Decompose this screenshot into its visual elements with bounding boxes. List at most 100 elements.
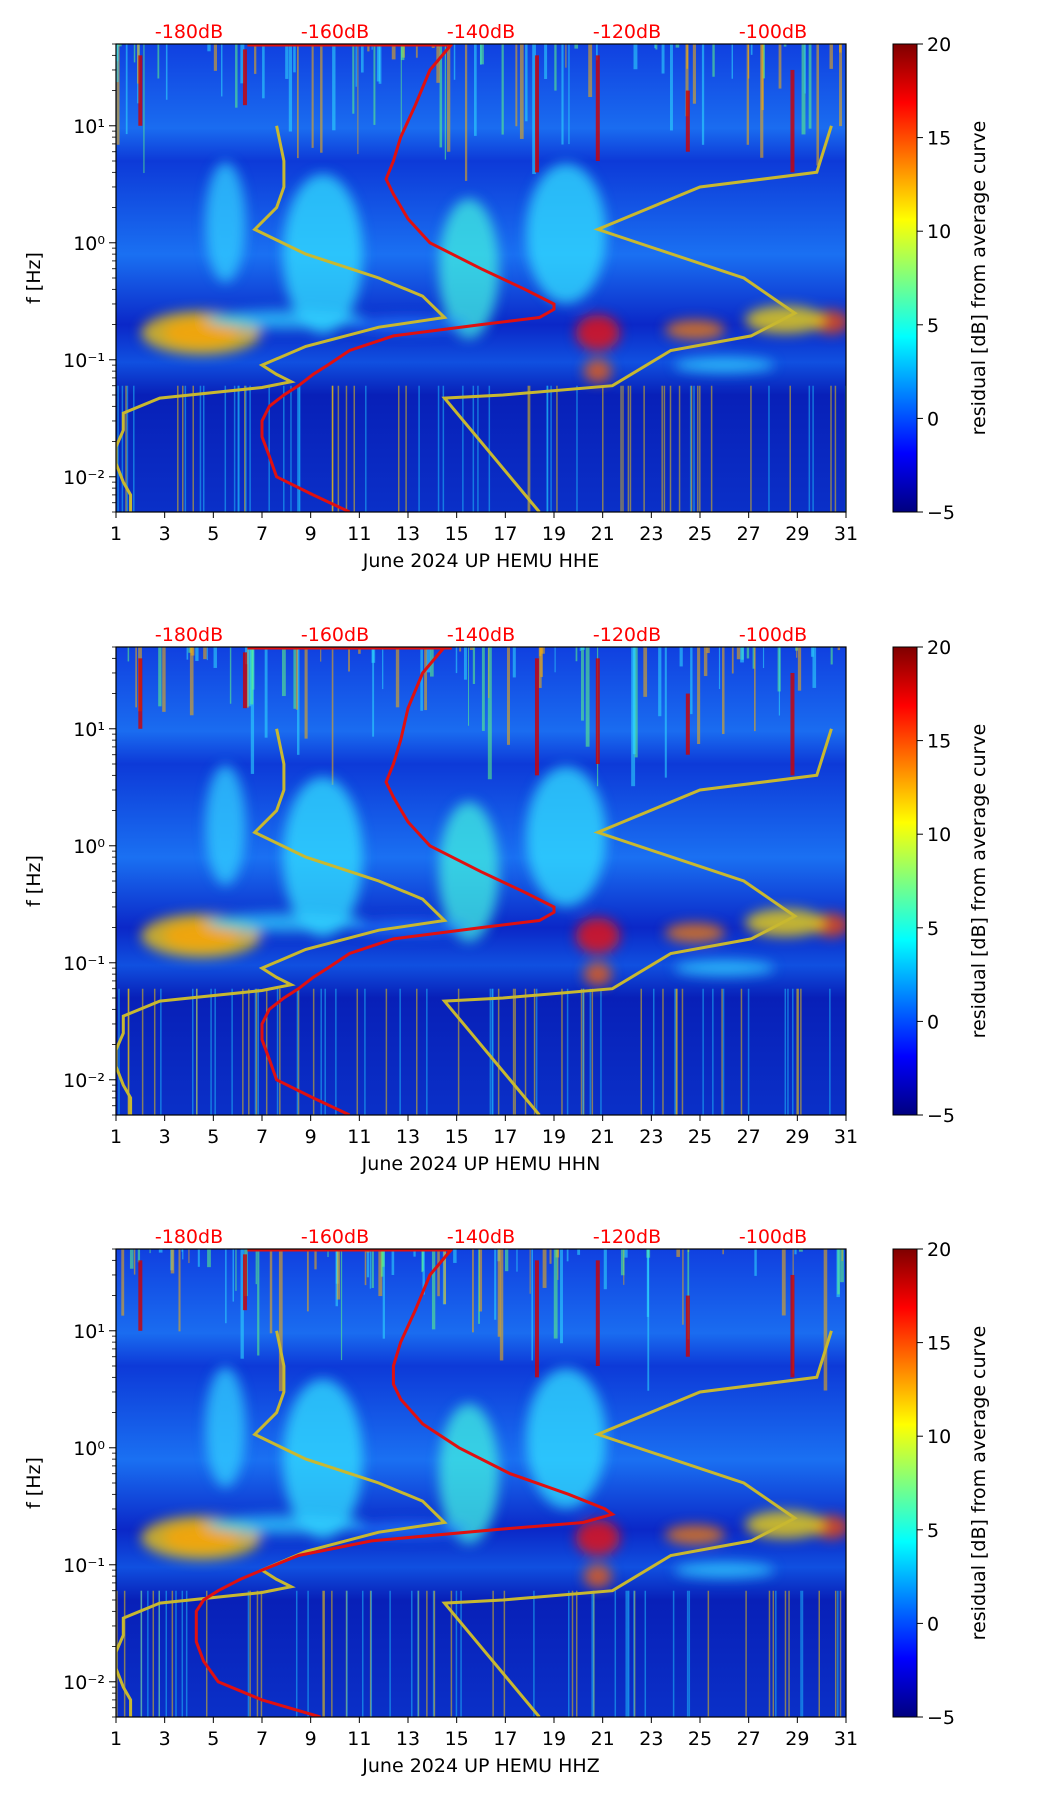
colorbar-tick-label: 10 xyxy=(927,824,951,846)
y-tick-label: 10⁻¹ xyxy=(63,953,105,975)
x-tick-label: 21 xyxy=(591,1728,615,1750)
x-axis-label: June 2024 UP HEMU HHN xyxy=(361,1153,601,1175)
x-tick-label: 5 xyxy=(207,1728,219,1750)
colorbar-tick-label: 0 xyxy=(927,408,939,430)
x-tick-label: 1 xyxy=(110,1126,122,1148)
x-axis-label: June 2024 UP HEMU HHE xyxy=(362,550,599,572)
top-db-label: -160dB xyxy=(301,624,369,646)
top-db-label: -120dB xyxy=(593,624,661,646)
high-frequency-texture xyxy=(116,44,843,181)
colorbar: 20 15 10 5 0 −5 residual [dB] from average cur… xyxy=(892,34,990,524)
colorbar-tick-label: 5 xyxy=(927,315,939,337)
y-tick-label: 10¹ xyxy=(73,116,105,138)
band-curve-lower xyxy=(116,728,448,1115)
top-db-label: -180dB xyxy=(155,21,223,43)
x-tick-label: 7 xyxy=(256,1728,268,1750)
colorbar-tick-label: −5 xyxy=(927,502,955,524)
colorbar-tick-label: 10 xyxy=(927,221,951,243)
colorbar-gradient xyxy=(892,1248,918,1718)
top-db-label: -120dB xyxy=(593,21,661,43)
plot-area xyxy=(116,647,846,1115)
y-axis-label: f [Hz] xyxy=(23,855,45,907)
low-frequency-texture xyxy=(116,1590,842,1717)
colorbar-tick-label: 15 xyxy=(927,731,951,753)
top-db-label: -100dB xyxy=(739,21,807,43)
colorbar-tick-label: −5 xyxy=(927,1707,955,1729)
y-tick-label: 10⁻² xyxy=(63,1672,105,1694)
top-db-label: -140dB xyxy=(447,1226,515,1248)
x-tick-label: 9 xyxy=(305,1126,317,1148)
x-tick-label: 23 xyxy=(639,523,663,545)
microseism-blobs xyxy=(141,162,846,384)
colorbar-label: residual [dB] from average curve xyxy=(968,724,990,1039)
y-tick-label: 10⁻¹ xyxy=(63,1555,105,1577)
x-tick-label: 25 xyxy=(688,523,712,545)
x-tick-label: 9 xyxy=(305,1728,317,1750)
x-tick-label: 29 xyxy=(785,1728,809,1750)
x-tick-label: 15 xyxy=(445,523,469,545)
x-tick-label: 27 xyxy=(737,523,761,545)
top-db-label: -100dB xyxy=(739,624,807,646)
x-tick-label: 19 xyxy=(542,523,566,545)
x-tick-label: 19 xyxy=(542,1126,566,1148)
x-tick-label: 29 xyxy=(785,1126,809,1148)
colorbar-tick-label: 5 xyxy=(927,1520,939,1542)
y-axis-label: f [Hz] xyxy=(23,252,45,304)
top-db-label: -180dB xyxy=(155,1226,223,1248)
x-tick-label: 13 xyxy=(396,1728,420,1750)
x-tick-label: 15 xyxy=(445,1126,469,1148)
y-tick-label: 10¹ xyxy=(73,1321,105,1343)
colorbar: 20 15 10 5 0 −5 residual [dB] from average cur… xyxy=(892,1239,990,1729)
plot-area xyxy=(116,44,846,512)
x-tick-label: 11 xyxy=(347,523,371,545)
x-tick-label: 25 xyxy=(688,1126,712,1148)
colorbar-tick-label: 0 xyxy=(927,1613,939,1635)
x-tick-label: 13 xyxy=(396,1126,420,1148)
average-psd-curve xyxy=(194,1249,616,1717)
band-curve-upper xyxy=(441,1330,833,1717)
microseism-blobs xyxy=(141,1367,846,1589)
top-db-label: -100dB xyxy=(739,1226,807,1248)
x-tick-label: 7 xyxy=(256,523,268,545)
top-db-label: -160dB xyxy=(301,21,369,43)
plot-area xyxy=(116,1249,846,1717)
x-tick-label: 21 xyxy=(591,1126,615,1148)
y-tick-label: 10⁻¹ xyxy=(63,350,105,372)
y-tick-label: 10⁰ xyxy=(73,233,105,255)
x-tick-label: 15 xyxy=(445,1728,469,1750)
x-tick-label: 5 xyxy=(207,1126,219,1148)
colorbar-tick-label: 20 xyxy=(927,1239,951,1261)
x-tick-label: 19 xyxy=(542,1728,566,1750)
band-curve-upper xyxy=(441,125,833,512)
x-tick-label: 1 xyxy=(110,523,122,545)
top-db-label: -120dB xyxy=(593,1226,661,1248)
colorbar-tick-label: 20 xyxy=(927,637,951,659)
colorbar-tick-label: 20 xyxy=(927,34,951,56)
colorbar-label: residual [dB] from average curve xyxy=(968,1326,990,1641)
x-tick-label: 27 xyxy=(737,1728,761,1750)
colorbar-tick-label: 0 xyxy=(927,1011,939,1033)
colorbar-gradient xyxy=(892,43,918,513)
x-tick-label: 3 xyxy=(159,523,171,545)
top-db-label: -160dB xyxy=(301,1226,369,1248)
colorbar-tick-label: 15 xyxy=(927,1333,951,1355)
panel-1: 1 3 5 7 9 11 13 15 17 19 21 23 25 27 29 3110⁻²10⁻¹10⁰10… xyxy=(23,21,990,572)
panel-2: 1 3 5 7 9 11 13 15 17 19 21 23 25 27 29 3110⁻²10⁻¹10⁰10… xyxy=(23,624,990,1175)
x-tick-label: 11 xyxy=(347,1728,371,1750)
x-tick-label: 3 xyxy=(159,1728,171,1750)
colorbar-label: residual [dB] from average curve xyxy=(968,121,990,436)
average-psd-curve xyxy=(260,44,556,512)
x-tick-label: 11 xyxy=(347,1126,371,1148)
x-tick-label: 31 xyxy=(834,523,858,545)
x-tick-label: 5 xyxy=(207,523,219,545)
average-psd-curve xyxy=(260,647,556,1115)
x-axis-label: June 2024 UP HEMU HHZ xyxy=(361,1755,599,1777)
x-tick-label: 29 xyxy=(785,523,809,545)
low-frequency-texture xyxy=(117,385,846,512)
x-tick-label: 23 xyxy=(639,1728,663,1750)
panel-3: 1 3 5 7 9 11 13 15 17 19 21 23 25 27 29 3110⁻²10⁻¹10⁰10… xyxy=(23,1226,990,1777)
y-tick-label: 10⁻² xyxy=(63,1070,105,1092)
x-tick-label: 31 xyxy=(834,1728,858,1750)
top-db-label: -180dB xyxy=(155,624,223,646)
